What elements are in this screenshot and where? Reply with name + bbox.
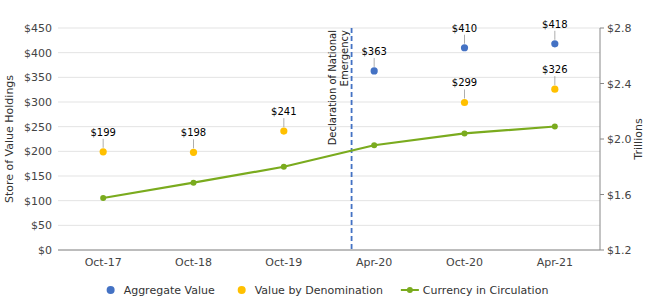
leader-line: [103, 139, 104, 148]
legend: Aggregate Value Value by Denomination Curr…: [107, 284, 549, 297]
data-labels: $363 $410 $418 $199 $198 $241 $299 $326: [90, 19, 567, 149]
legend-item: Value by Denomination: [238, 284, 383, 297]
line-point: [191, 180, 197, 186]
legend-item: Currency in Circulation: [401, 284, 549, 297]
grid-line: [58, 225, 600, 226]
y-tick-label: $0: [38, 244, 52, 257]
y2-tick: [600, 250, 604, 251]
grid-line: [58, 151, 600, 152]
leader-line: [464, 89, 465, 98]
line-point: [552, 124, 558, 130]
y2-axis-title: Trillions: [632, 118, 645, 161]
leader-line: [193, 139, 194, 148]
grid-line: [58, 200, 600, 201]
y-axis-title: Store of Value Holdings: [3, 75, 16, 203]
vline-label: Emergency: [339, 30, 350, 86]
legend-item: Aggregate Value: [107, 284, 215, 297]
y-tick-label: $200: [24, 145, 52, 158]
data-label: $418: [542, 19, 567, 30]
x-tick-label: Oct-20: [446, 256, 483, 269]
y-tick-label: $50: [31, 219, 52, 232]
y-tick-label: $150: [24, 170, 52, 183]
y2-tick: [600, 83, 604, 84]
leader-line: [554, 76, 555, 85]
y-tick-label: $300: [24, 96, 52, 109]
leader-line: [464, 35, 465, 44]
x-tick-label: Apr-21: [537, 256, 573, 269]
y2-axis: [600, 28, 601, 250]
x-tick-label: Oct-19: [265, 256, 302, 269]
x-tick-label: Oct-18: [175, 256, 212, 269]
data-label: $326: [542, 64, 567, 75]
line-point: [462, 130, 468, 136]
point: [461, 44, 468, 51]
y2-tick-label: $1.2: [607, 244, 632, 257]
vline: [351, 28, 353, 250]
y-tick-label: $250: [24, 121, 52, 134]
data-label: $363: [361, 46, 386, 57]
grid-line: [58, 28, 600, 29]
legend-swatch: [238, 286, 246, 294]
plot-marks: [100, 40, 559, 201]
point: [551, 86, 558, 93]
grid: [58, 28, 600, 250]
line-point: [371, 142, 377, 148]
legend-label: Currency in Circulation: [423, 284, 549, 297]
point: [100, 148, 107, 155]
line-point: [281, 164, 287, 170]
x-axis: [58, 250, 600, 251]
legend-swatch: [407, 287, 413, 293]
leader-line: [554, 31, 555, 40]
y-tick-label: $100: [24, 195, 52, 208]
x-tick-label: Oct-17: [85, 256, 122, 269]
annotations: [351, 28, 352, 250]
x-tick-label: Apr-20: [356, 256, 392, 269]
grid-line: [58, 176, 600, 177]
grid-line: [58, 250, 600, 251]
legend-label: Aggregate Value: [124, 284, 215, 297]
y2-tick-label: $1.6: [607, 189, 632, 202]
data-label: $241: [271, 106, 296, 117]
leader-line: [374, 58, 375, 67]
y2-tick: [600, 194, 604, 195]
point: [551, 40, 558, 47]
legend-label: Value by Denomination: [255, 284, 383, 297]
y-tick-label: $450: [24, 22, 52, 35]
legend-swatch: [107, 286, 115, 294]
vline-label: Declaration of National: [327, 30, 338, 145]
data-label: $198: [181, 127, 206, 138]
y2-tick: [600, 28, 604, 29]
leader-line: [283, 118, 284, 127]
line: [103, 127, 555, 198]
y2-tick-label: $2.0: [607, 133, 632, 146]
y2-tick-label: $2.8: [607, 22, 632, 35]
y2-tick-label: $2.4: [607, 78, 632, 91]
y-tick-label: $400: [24, 47, 52, 60]
y2-tick: [600, 139, 604, 140]
point: [461, 99, 468, 106]
point: [371, 67, 378, 74]
line-point: [100, 195, 106, 201]
data-label: $410: [452, 23, 477, 34]
point: [280, 128, 287, 135]
data-label: $299: [452, 77, 477, 88]
data-label: $199: [90, 127, 115, 138]
y-tick-label: $350: [24, 71, 52, 84]
point: [190, 149, 197, 156]
chart: $0 $50 $100 $150 $200 $250 $300 $350 $400 $450 $1.…: [0, 0, 650, 300]
